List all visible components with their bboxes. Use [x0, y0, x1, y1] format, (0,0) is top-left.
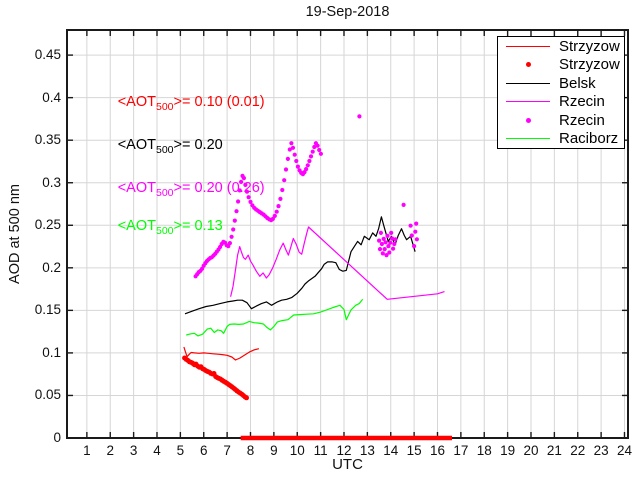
- x-tick-label: 3: [129, 443, 138, 458]
- annotation-subscript: 500: [156, 101, 174, 114]
- y-tick-label: 0.45: [34, 47, 61, 63]
- legend-line-marker: [505, 101, 551, 103]
- legend-entry: Belsk: [498, 74, 624, 92]
- x-tick-label: 7: [223, 443, 231, 458]
- legend-label: Strzyzow: [559, 37, 620, 55]
- x-tick-label: 15: [406, 443, 422, 458]
- x-tick-label: 22: [570, 443, 586, 458]
- legend-entry: Raciborz: [498, 130, 624, 148]
- annotation-subscript: 500: [156, 187, 174, 200]
- y-tick-label: 0.15: [34, 302, 61, 318]
- aot-annotation: <AOT500>= 0.20 (0.26): [117, 180, 265, 200]
- legend-entry: Strzyzow: [498, 56, 624, 74]
- chart-title: 19-Sep-2018: [305, 4, 390, 20]
- y-tick-label: 0: [53, 430, 61, 445]
- legend-entry: Rzecin: [498, 93, 624, 111]
- x-tick-label: 23: [593, 443, 609, 458]
- annotation-prefix: <AOT: [117, 94, 156, 111]
- annotation-subscript: 500: [156, 143, 174, 156]
- legend-line-marker: [505, 82, 551, 84]
- legend-entry: Rzecin: [498, 111, 624, 129]
- annotation-subscript: 500: [156, 224, 174, 237]
- annotation-value: >= 0.20: [173, 136, 223, 153]
- x-tick-label: 12: [336, 443, 352, 458]
- legend-dot-marker: [505, 117, 551, 123]
- x-tick-label: 9: [270, 443, 278, 458]
- x-tick-label: 8: [246, 443, 255, 458]
- annotation-prefix: <AOT: [117, 217, 156, 234]
- legend-dot-marker: [505, 62, 551, 68]
- x-tick-label: 11: [313, 443, 328, 458]
- x-tick-label: 24: [616, 443, 632, 458]
- y-tick-label: 0.4: [42, 89, 61, 105]
- legend-label: Strzyzow: [559, 56, 620, 74]
- legend: Strzyzow Strzyzow Belsk Rzecin Rzecin Racibor…: [497, 36, 625, 149]
- x-axis-label: UTC: [332, 456, 363, 473]
- x-tick-label: 1: [83, 443, 91, 458]
- y-tick-label: 0.1: [42, 344, 61, 360]
- legend-line-marker: [505, 138, 551, 140]
- y-tick-label: 0.25: [34, 217, 61, 233]
- legend-label: Rzecin: [559, 93, 605, 111]
- legend-entry: Strzyzow: [498, 37, 624, 55]
- annotation-prefix: <AOT: [117, 136, 156, 153]
- x-tick-label: 13: [359, 443, 375, 458]
- x-tick-label: 14: [383, 443, 399, 458]
- x-tick-label: 19: [500, 443, 516, 458]
- y-tick-label: 0.35: [34, 132, 61, 148]
- x-tick-label: 10: [289, 443, 305, 458]
- series-strzyzow-line: [183, 346, 260, 361]
- legend-label: Belsk: [559, 74, 596, 92]
- aot-annotation: <AOT500>= 0.20: [117, 136, 223, 156]
- x-tick-label: 18: [476, 443, 492, 458]
- legend-line-marker: [505, 45, 551, 47]
- aot-annotation: <AOT500>= 0.10 (0.01): [117, 94, 265, 114]
- x-tick-label: 16: [429, 443, 445, 458]
- annotation-value: >= 0.20 (0.26): [173, 180, 265, 197]
- series-strzyzow-scatter: [182, 355, 249, 401]
- y-tick-label: 0.05: [34, 387, 61, 403]
- x-tick-label: 6: [199, 443, 208, 458]
- y-tick-label: 0.2: [42, 259, 61, 275]
- annotation-prefix: <AOT: [117, 180, 156, 197]
- series-rzecin-line: [230, 226, 445, 300]
- series-raciborz-line: [186, 298, 364, 337]
- x-tick-label: 20: [523, 443, 539, 458]
- aot-annotation: <AOT500>= 0.13: [117, 217, 223, 237]
- x-tick-label: 5: [176, 443, 185, 458]
- series-rzecin-scatter: [193, 114, 419, 279]
- annotation-value: >= 0.13: [173, 217, 223, 234]
- legend-label: Raciborz: [559, 130, 619, 148]
- x-tick-label: 21: [546, 443, 562, 458]
- annotation-value: >= 0.10 (0.01): [173, 94, 265, 111]
- x-tick-label: 17: [453, 443, 469, 458]
- legend-label: Rzecin: [559, 111, 605, 129]
- x-tick-label: 4: [153, 443, 161, 458]
- y-tick-label: 0.3: [42, 174, 61, 190]
- x-tick-label: 2: [106, 443, 114, 458]
